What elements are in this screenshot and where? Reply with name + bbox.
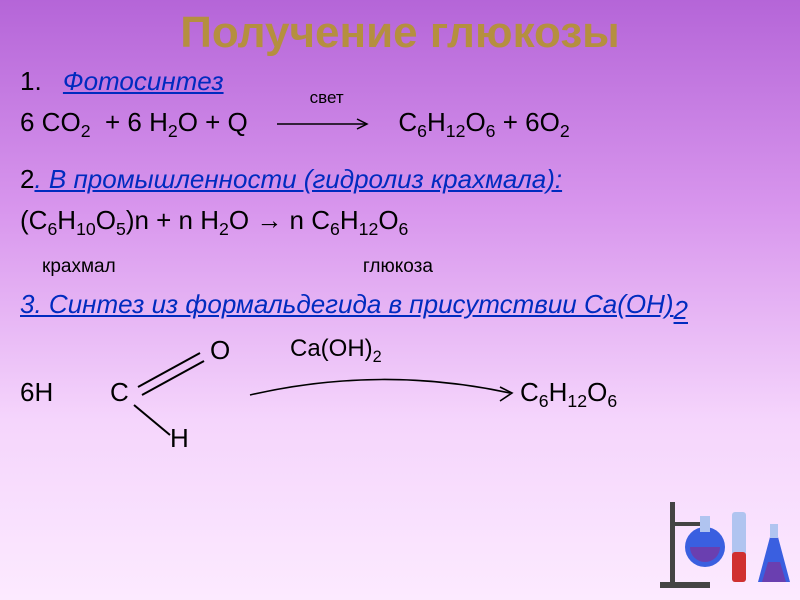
bonds-svg (20, 335, 780, 465)
eq2-rh: H (340, 205, 359, 235)
eq2-h: H (57, 205, 76, 235)
section1-equation: 6 CO2 + 6 H2O + Q свет C6H12O6 + 6O2 (20, 105, 780, 144)
eq2-o2: O → n C (229, 205, 330, 235)
sub-6g: 6 (607, 391, 617, 411)
section1-heading: Фотосинтез (63, 66, 224, 96)
sub-5: 5 (116, 219, 126, 239)
fa-o-top: O (210, 335, 230, 366)
fa-rh: H (549, 377, 568, 407)
eq1-part3: O + Q (178, 107, 248, 137)
eq1-part2: + 6 H (105, 107, 168, 137)
eq1-r1: C (398, 107, 417, 137)
section2-equation: (C6H10O5)n + n H2O → n C6H12O6 (20, 203, 780, 242)
fa-6h: 6H (20, 377, 53, 408)
eq2-open: (C (20, 205, 47, 235)
section3-formula-block: O Ca(OH)2 6H C C6H12O6 H (20, 335, 780, 465)
sub-12c: 12 (567, 391, 587, 411)
section2-heading: . В промышленности (гидролиз крахмала): (34, 164, 562, 194)
fa-catalyst-text: Ca(OH) (290, 335, 373, 362)
sub-10: 10 (76, 219, 96, 239)
sub-2c: 2 (560, 121, 570, 141)
section3-heading: . Синтез из формальдегида в присутствии … (34, 289, 673, 319)
section3-bullet: 3 (20, 289, 34, 319)
sub-6d: 6 (330, 219, 340, 239)
fa-product: C6H12O6 (520, 377, 617, 412)
eq2-close: )n + n H (126, 205, 219, 235)
eq1-r2: H (427, 107, 446, 137)
sub-2d: 2 (219, 219, 229, 239)
slide-title: Получение глюкозы (20, 8, 780, 58)
eq2-o: O (96, 205, 116, 235)
section2-heading-row: 2. В промышленности (гидролиз крахмала): (20, 162, 780, 197)
section2-annotations: крахмал глюкоза (20, 246, 780, 281)
eq1-part1: 6 CO (20, 107, 81, 137)
sub-2-sec3: 2 (674, 296, 688, 326)
sub-6f: 6 (539, 391, 549, 411)
section3-heading-row: 3. Синтез из формальдегида в присутствии… (20, 287, 780, 328)
eq1-r4: + 6O (496, 107, 560, 137)
label-starch: крахмал (42, 256, 116, 277)
sub-2e: 2 (373, 347, 382, 365)
label-glucose: глюкоза (363, 256, 433, 277)
section1-heading-row: 1. Фотосинтез (20, 64, 780, 99)
arrow-label-light: свет (277, 87, 377, 110)
slide: Получение глюкозы 1. Фотосинтез 6 CO2 + … (0, 0, 800, 600)
eq2-ro: O (378, 205, 398, 235)
sub-12a: 12 (446, 121, 466, 141)
sub-2a: 2 (81, 121, 91, 141)
section1-bullet: 1. (20, 66, 42, 96)
arrow-icon (277, 117, 377, 131)
sub-6e: 6 (399, 219, 409, 239)
flask-apparatus-icon (650, 482, 790, 592)
sub-6b: 6 (486, 121, 496, 141)
fa-c: C (110, 377, 129, 408)
sub-12b: 12 (359, 219, 379, 239)
sub-2b: 2 (168, 121, 178, 141)
sub-6c: 6 (47, 219, 57, 239)
sub-6a: 6 (417, 121, 427, 141)
fa-rc: C (520, 377, 539, 407)
fa-ro: O (587, 377, 607, 407)
fa-h-bot: H (170, 423, 189, 454)
eq1-r3: O (465, 107, 485, 137)
section2-bullet: 2 (20, 164, 34, 194)
fa-catalyst: Ca(OH)2 (290, 335, 382, 367)
